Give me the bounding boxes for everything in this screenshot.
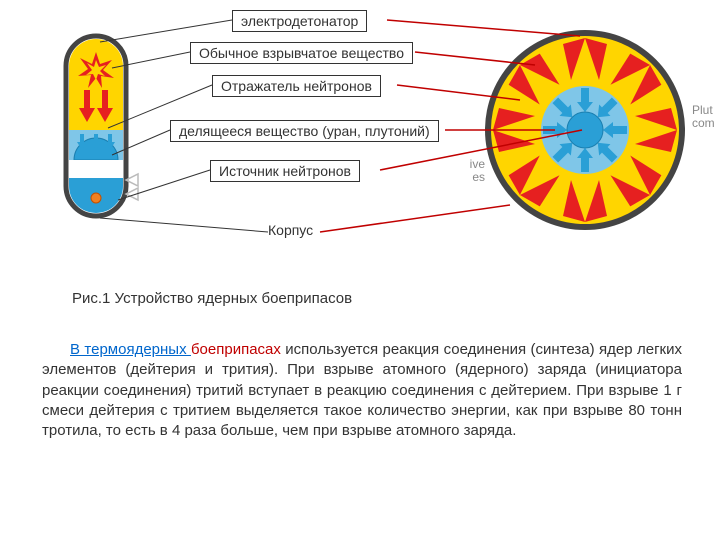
label-fissile-material: делящееся вещество (уран, плутоний) (170, 120, 439, 142)
label-casing: Корпус (268, 222, 313, 238)
figure-caption: Рис.1 Устройство ядерных боеприпасов (72, 290, 352, 307)
thermo-link[interactable]: В термоядерных (70, 341, 191, 358)
red-word: боеприпасах (191, 341, 281, 358)
body-paragraph: В термоядерных боеприпасах используется … (42, 340, 682, 441)
label-neutron-reflector: Отражатель нейтронов (212, 75, 381, 97)
label-neutron-source: Источник нейтронов (210, 160, 360, 182)
label-conventional-explosive: Обычное взрывчатое вещество (190, 42, 413, 64)
side-label-right: Plutcom (692, 104, 715, 130)
right-device-diagram (475, 20, 695, 240)
side-label-left: ivees (461, 158, 485, 184)
left-device-diagram (60, 30, 140, 230)
label-electrodetonator: электродетонатор (232, 10, 367, 32)
